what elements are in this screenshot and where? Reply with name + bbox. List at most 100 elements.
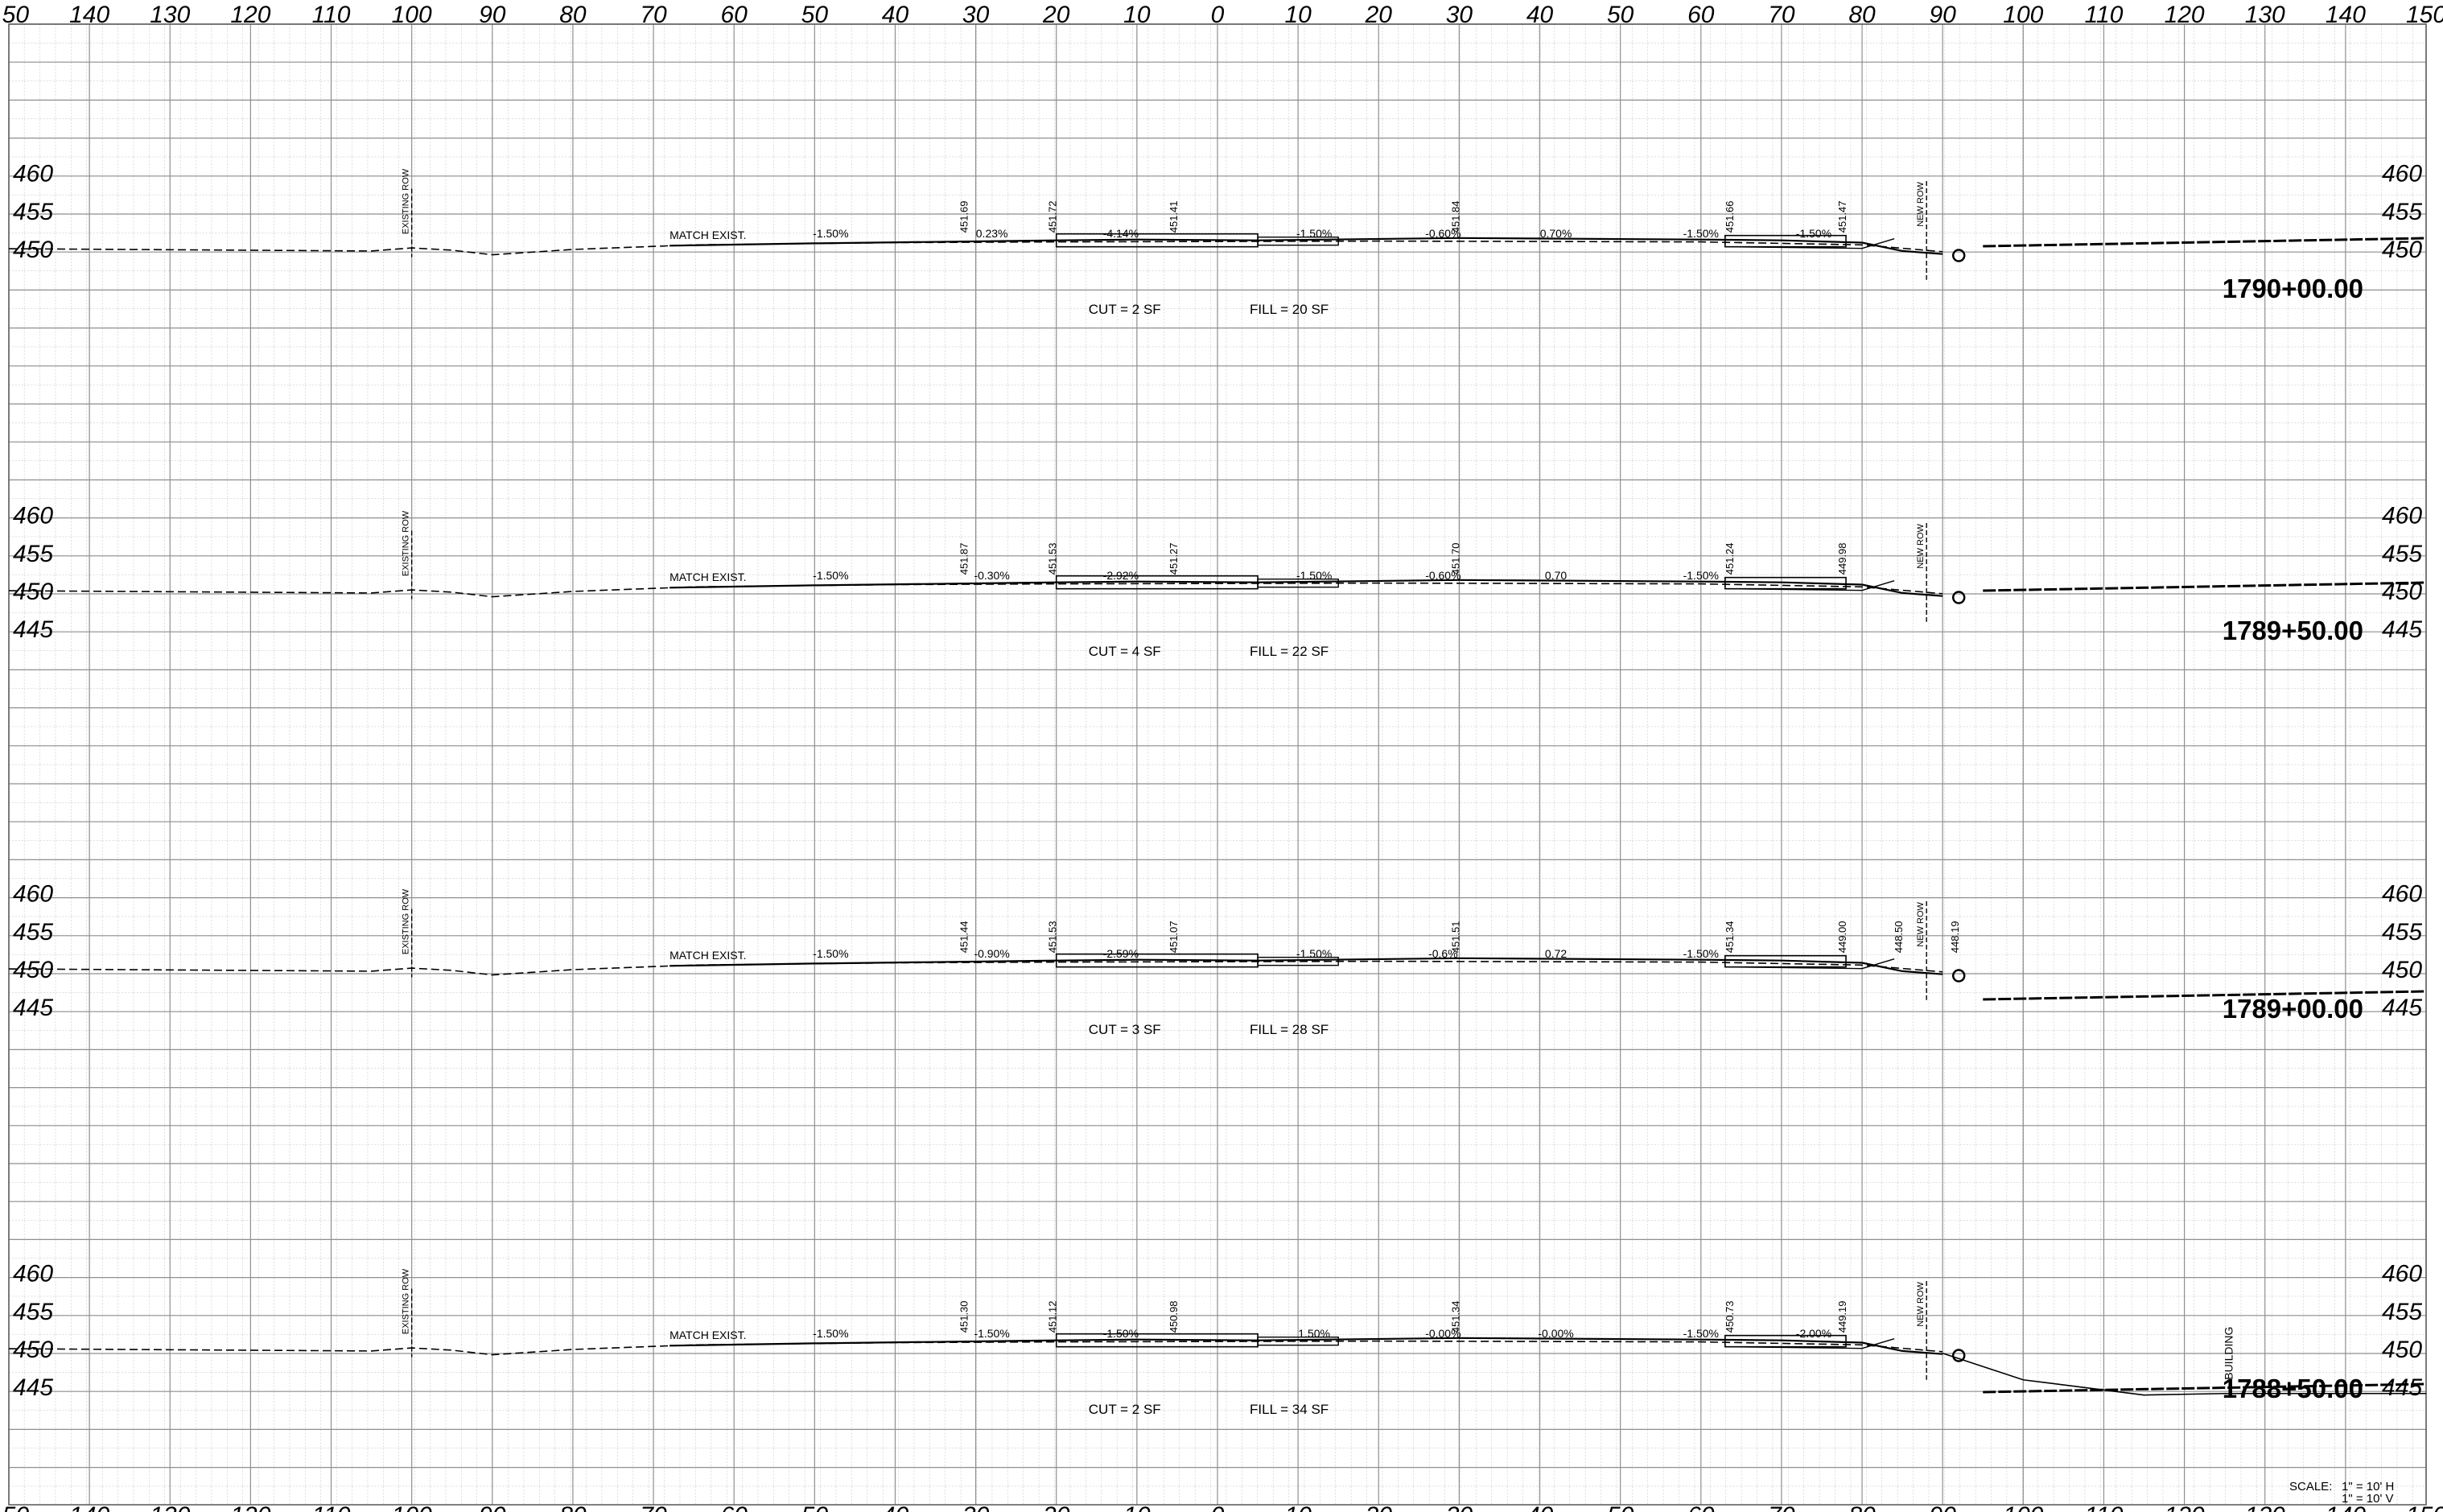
match-exist-label: MATCH EXIST. bbox=[669, 571, 746, 583]
existing-row-label: EXISTING ROW bbox=[402, 888, 411, 954]
cross-section-1: 460 460 455 455 450 450 EXISTING ROW NEW ROW MAT… bbox=[8, 161, 2427, 317]
elevation-point-label: 451.41 bbox=[1168, 200, 1180, 233]
grade-label: -1.50% bbox=[1296, 227, 1332, 240]
offset-scale-label: 50 bbox=[801, 1502, 829, 1512]
offset-scale-label: 130 bbox=[2245, 1502, 2285, 1512]
elevation-point-label: 448.50 bbox=[1893, 921, 1905, 953]
station-label: 1790+00.00 bbox=[2223, 274, 2363, 303]
offset-scale-label: 30 bbox=[962, 1502, 990, 1512]
elevation-point-label: 449.00 bbox=[1836, 921, 1848, 953]
elevation-point-label: 448.19 bbox=[1949, 921, 1961, 953]
right-existing-ground bbox=[1983, 237, 2427, 248]
offset-scale-label: 70 bbox=[1768, 1502, 1795, 1512]
elevation-label-left: 450 bbox=[13, 1337, 53, 1363]
elevation-point-label: 451.70 bbox=[1449, 542, 1461, 575]
proposed-grade-line bbox=[669, 957, 1943, 975]
elevation-label-right: 445 bbox=[2382, 616, 2422, 643]
elevation-point-label: 449.19 bbox=[1836, 1300, 1848, 1333]
shoulder-wedge bbox=[1724, 1337, 1895, 1349]
offset-scale-label: 140 bbox=[69, 1502, 109, 1512]
offset-scale-label: 100 bbox=[2003, 2, 2043, 28]
offset-scale-label: 150 bbox=[2406, 2, 2443, 28]
offset-scale-label: 90 bbox=[479, 2, 506, 28]
elevation-point-label: 449.98 bbox=[1836, 542, 1848, 575]
grade-label: -1.50% bbox=[1683, 1327, 1719, 1340]
proposed-grade-line bbox=[669, 1337, 1943, 1355]
grade-label: -1.50% bbox=[813, 947, 848, 960]
cross-section-4: 460 460 455 455 450 450 445 445 BUILDING EXISTING… bbox=[8, 1261, 2427, 1417]
shoulder-wedge bbox=[1724, 958, 1895, 970]
elevation-point-label: 451.12 bbox=[1047, 1300, 1059, 1333]
elevation-label-left: 460 bbox=[13, 161, 53, 187]
offset-scale-label: 110 bbox=[312, 1502, 351, 1512]
offset-scale-label: 130 bbox=[150, 2, 190, 28]
drainage-node-marker bbox=[1951, 249, 1966, 262]
grade-label: -1.50% bbox=[1683, 947, 1719, 960]
grade-label: 0.70% bbox=[1540, 227, 1572, 240]
grade-label: -1.50% bbox=[1296, 569, 1332, 582]
offset-scale-label: 50 bbox=[801, 2, 829, 28]
pavement-box-right bbox=[1724, 576, 1847, 590]
sheet-border bbox=[8, 23, 2427, 1506]
elevation-label-left: 450 bbox=[13, 237, 53, 263]
pavement-box-center bbox=[1257, 236, 1339, 246]
offset-scale-label: 20 bbox=[1042, 2, 1070, 28]
grade-label: -0.00% bbox=[1425, 1327, 1460, 1340]
grade-label: -1.50% bbox=[813, 1327, 848, 1340]
pavement-box-center bbox=[1257, 1336, 1339, 1346]
elevation-label-right: 460 bbox=[2382, 161, 2422, 187]
cut-label: CUT = 4 SF bbox=[1089, 644, 1161, 659]
pavement-box-right bbox=[1724, 234, 1847, 248]
scale-note: SCALE: 1" = 10' H 1" = 10' V bbox=[2289, 1480, 2394, 1506]
elevation-label-left: 450 bbox=[13, 957, 53, 983]
elevation-label-left: 460 bbox=[13, 881, 53, 908]
offset-scale-label: 60 bbox=[721, 2, 748, 28]
elevation-label-right: 445 bbox=[2382, 1374, 2422, 1401]
elevation-point-label: 450.98 bbox=[1168, 1300, 1180, 1333]
offset-scale-label: 80 bbox=[559, 2, 587, 28]
offset-scale-label: 20 bbox=[1365, 1502, 1393, 1512]
match-exist-label: MATCH EXIST. bbox=[669, 1329, 746, 1341]
elevation-point-label: 451.84 bbox=[1449, 200, 1461, 233]
right-existing-ground bbox=[1983, 1382, 2427, 1394]
offset-scale-label: 110 bbox=[2085, 2, 2124, 28]
offset-scale-label: 130 bbox=[150, 1502, 190, 1512]
new-row-label: NEW ROW bbox=[1916, 901, 1926, 946]
offset-scale-label: 120 bbox=[2165, 2, 2205, 28]
elevation-point-label: 451.47 bbox=[1836, 200, 1848, 233]
offset-scale-top: 1501401301201101009080706050403020100102… bbox=[0, 2, 2443, 28]
shoulder-wedge bbox=[1724, 238, 1895, 249]
elevation-point-label: 451.53 bbox=[1047, 921, 1059, 953]
offset-scale-label: 150 bbox=[0, 1502, 29, 1512]
offset-scale-label: 130 bbox=[2245, 2, 2285, 28]
grade-label: -2.92% bbox=[1103, 569, 1139, 582]
new-row-label: NEW ROW bbox=[1916, 181, 1926, 226]
offset-scale-label: 0 bbox=[1211, 2, 1225, 28]
grade-label: -4.14% bbox=[1103, 227, 1139, 240]
building-grade-line bbox=[1942, 1352, 2426, 1396]
existing-row-label: EXISTING ROW bbox=[402, 168, 411, 234]
elevation-point-label: 451.30 bbox=[958, 1300, 970, 1333]
offset-scale-label: 110 bbox=[2085, 1502, 2124, 1512]
elevation-label-right: 450 bbox=[2382, 1337, 2422, 1363]
elevation-label-right: 455 bbox=[2382, 919, 2422, 946]
drainage-node-marker bbox=[1951, 1349, 1966, 1362]
grade-label: -1.50% bbox=[813, 569, 848, 582]
offset-scale-label: 80 bbox=[1848, 2, 1876, 28]
offset-scale-label: 60 bbox=[721, 1502, 748, 1512]
elevation-point-label: 450.73 bbox=[1724, 1300, 1736, 1333]
elevation-label-left: 450 bbox=[13, 579, 53, 605]
offset-scale-label: 40 bbox=[1526, 1502, 1554, 1512]
elevation-point-label: 451.66 bbox=[1724, 200, 1736, 233]
cross-sections: 460 460 455 455 450 450 EXISTING ROW NEW ROW MAT… bbox=[8, 161, 2427, 1417]
elevation-label-right: 455 bbox=[2382, 541, 2422, 567]
station-label: 1788+50.00 bbox=[2223, 1374, 2363, 1403]
offset-scale-label: 140 bbox=[2326, 2, 2366, 28]
fill-label: FILL = 20 SF bbox=[1250, 302, 1329, 317]
elevation-point-label: 451.72 bbox=[1047, 200, 1059, 233]
elevation-label-right: 450 bbox=[2382, 957, 2422, 983]
offset-scale-label: 70 bbox=[640, 2, 667, 28]
offset-scale-label: 60 bbox=[1687, 1502, 1715, 1512]
